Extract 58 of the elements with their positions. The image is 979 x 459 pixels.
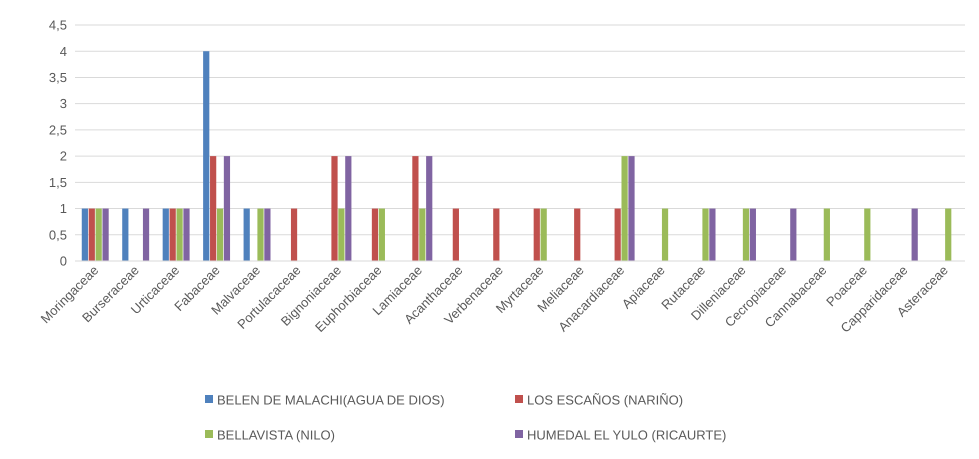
legend-label: BELLAVISTA (NILO): [217, 428, 336, 443]
y-tick-label: 2,5: [48, 122, 67, 138]
bar: [88, 208, 95, 261]
bar: [864, 208, 870, 261]
bar: [574, 208, 580, 261]
bar: [176, 208, 183, 261]
bar: [290, 208, 298, 261]
y-tick-label: 1: [60, 201, 67, 216]
bar: [244, 208, 250, 261]
bar: [142, 208, 150, 261]
bar: [210, 156, 216, 261]
bar: [96, 208, 102, 261]
bar: [790, 208, 796, 261]
bar: [338, 208, 345, 261]
bar: [183, 208, 190, 261]
bar: [426, 156, 432, 261]
bar: [912, 208, 918, 261]
y-tick-label: 4,5: [48, 18, 67, 33]
y-tick-label: 3,5: [48, 70, 67, 85]
bar: [750, 208, 756, 261]
y-tick-label: 0,5: [48, 227, 67, 242]
bar: [662, 208, 668, 261]
bar: [378, 208, 385, 261]
bar: [203, 51, 210, 261]
legend-label: HUMEDAL EL YULO (RICAURTE): [527, 428, 726, 443]
y-tick-label: 3: [60, 96, 67, 112]
y-tick-label: 2: [60, 148, 67, 164]
bar: [162, 208, 169, 261]
bar: [372, 208, 378, 261]
bar: [419, 208, 426, 261]
bar: [493, 208, 500, 261]
bar: [122, 208, 128, 261]
bar: [709, 208, 716, 261]
bar: [224, 156, 230, 261]
legend-label: BELEN DE MALACHI(AGUA DE DIOS): [217, 392, 445, 408]
bar: [824, 208, 830, 261]
bar: [534, 208, 540, 261]
y-tick-label: 0: [60, 254, 67, 269]
bar: [412, 156, 419, 261]
y-tick-label: 1,5: [48, 174, 67, 190]
bar: [102, 208, 109, 261]
bar: [170, 208, 176, 261]
bar: [331, 156, 338, 261]
bar: [452, 208, 459, 261]
bar: [628, 156, 635, 261]
bar: [345, 156, 352, 261]
bar: [82, 208, 88, 261]
y-tick-label: 4: [60, 44, 67, 59]
bar: [945, 208, 952, 261]
bar: [614, 208, 621, 261]
bar: [621, 156, 628, 261]
bar: [257, 208, 264, 261]
legend-label: LOS ESCAÑOS (NARIÑO): [527, 392, 684, 408]
bar: [264, 208, 271, 261]
bar: [540, 208, 547, 261]
bar: [216, 208, 224, 261]
bar: [702, 208, 709, 261]
bar: [742, 208, 750, 261]
